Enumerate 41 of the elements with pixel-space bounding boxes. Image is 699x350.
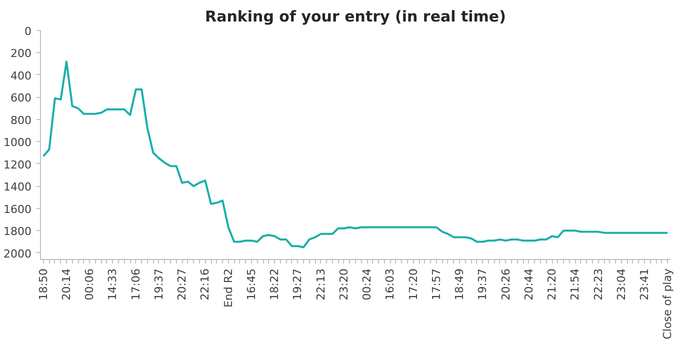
x-tick-label: 20:44 xyxy=(522,268,536,300)
y-tick-label: 200 xyxy=(10,47,32,60)
y-tick-label: 1000 xyxy=(4,136,32,150)
x-tick-label: 23:04 xyxy=(614,268,628,300)
x-tick-label: 19:37 xyxy=(476,268,490,300)
x-tick-label: 18:22 xyxy=(268,268,282,300)
x-tick-label: 17:57 xyxy=(430,268,443,300)
x-tick-label: 00:06 xyxy=(83,268,96,300)
y-tick-label: 1400 xyxy=(4,180,32,194)
x-tick-label: 20:27 xyxy=(176,268,189,300)
x-tick-label: 18:50 xyxy=(36,268,50,300)
y-tick-label: 1600 xyxy=(4,202,32,216)
x-tick-label: 21:54 xyxy=(568,268,582,300)
x-tick-label: 19:37 xyxy=(152,268,166,300)
y-tick-label: 2000 xyxy=(4,247,32,260)
x-tick-label: 14:33 xyxy=(106,268,120,300)
x-tick-label: 00:24 xyxy=(360,268,374,300)
y-tick-label: 400 xyxy=(10,69,32,82)
x-tick-label: End R2 xyxy=(222,268,235,308)
x-tick-label: 19:27 xyxy=(291,268,304,300)
y-tick-label: 1200 xyxy=(4,158,32,172)
x-tick-label: 16:45 xyxy=(244,268,258,300)
x-tick-label: 16:03 xyxy=(384,268,397,300)
y-tick-label: 0 xyxy=(24,25,32,38)
y-tick-label: 800 xyxy=(10,114,32,127)
x-tick-label: 23:20 xyxy=(337,268,350,300)
y-tick-label: 600 xyxy=(10,92,32,105)
x-tick-label: 20:14 xyxy=(60,268,74,300)
y-tick-label: 1800 xyxy=(4,225,32,238)
x-tick-label: Close of play xyxy=(661,268,674,340)
x-tick-label: 22:23 xyxy=(592,268,605,300)
chart-title: Ranking of your entry (in real time) xyxy=(205,8,506,26)
x-tick-label: 22:13 xyxy=(314,268,328,300)
line-series xyxy=(42,60,669,248)
x-tick-label: 20:26 xyxy=(499,268,512,300)
x-tick-label: 17:06 xyxy=(129,268,142,300)
x-tick-label: 22:16 xyxy=(198,268,212,300)
x-tick-label: 18:49 xyxy=(453,268,466,300)
x-tick-label: 17:20 xyxy=(406,268,420,300)
x-tick-label: 23:41 xyxy=(638,268,651,300)
x-tick-label: 21:20 xyxy=(546,268,559,300)
